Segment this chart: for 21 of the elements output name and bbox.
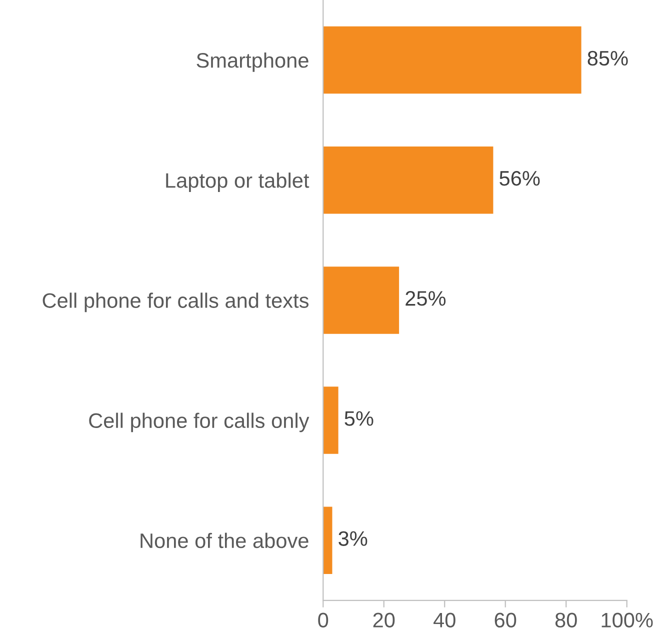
y-tick-label: Smartphone [196, 52, 308, 72]
bar [323, 386, 338, 454]
bar [323, 146, 494, 214]
bar [323, 266, 400, 334]
x-tick-label: 20 [373, 612, 395, 628]
x-tick-label: 60 [494, 612, 516, 628]
data-label: 3% [338, 531, 368, 546]
bar [323, 26, 582, 94]
data-label: 5% [344, 411, 374, 426]
x-tick-label: 100% [602, 612, 653, 628]
y-tick-label: Cell phone for calls and texts [42, 292, 309, 312]
x-tick-label: 40 [434, 612, 456, 628]
data-label: 56% [500, 170, 540, 186]
y-tick-label: Laptop or tablet [166, 172, 310, 192]
x-tick-label: 0 [318, 612, 328, 628]
bar [323, 506, 332, 574]
y-tick-label: None of the above [140, 532, 308, 548]
data-label: 85% [588, 50, 628, 66]
data-label: 25% [406, 291, 446, 306]
y-tick-label: Cell phone for calls only [89, 412, 310, 432]
x-tick-label: 80 [555, 612, 577, 628]
